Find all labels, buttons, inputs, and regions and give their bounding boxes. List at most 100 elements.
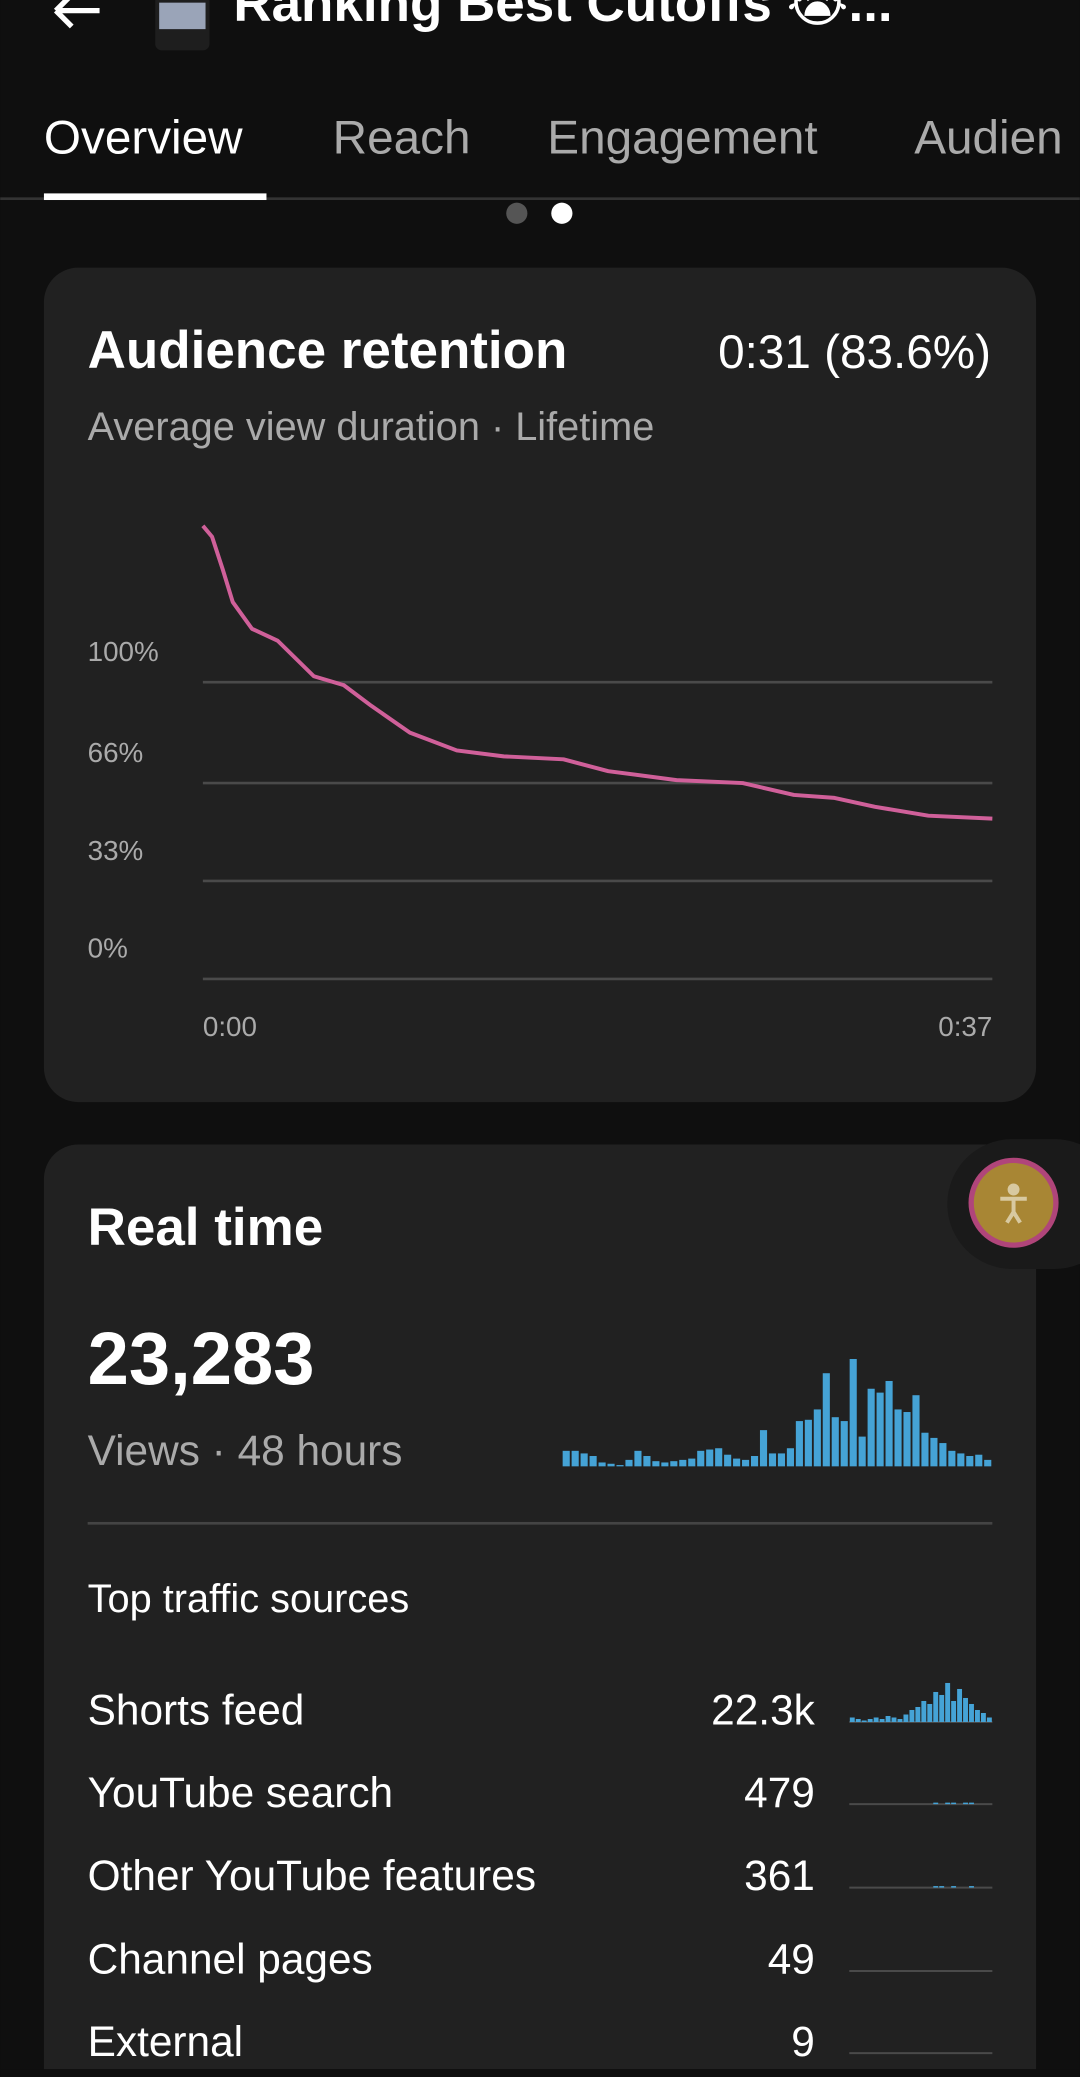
spark-bar bbox=[969, 1802, 974, 1805]
bar bbox=[930, 1437, 938, 1467]
bar bbox=[894, 1409, 902, 1467]
traffic-sources: Shorts feed 22.3k YouTube search 479 Other Y… bbox=[88, 1682, 993, 2065]
bar bbox=[733, 1458, 741, 1467]
bar bbox=[849, 1358, 857, 1467]
x-tick-label: 0:37 bbox=[938, 1011, 992, 1042]
bar bbox=[786, 1448, 794, 1467]
spark-bar bbox=[986, 1717, 992, 1723]
bar bbox=[948, 1450, 956, 1467]
tab[interactable]: Audien bbox=[914, 112, 1062, 165]
bar bbox=[670, 1461, 678, 1467]
spark-bar bbox=[873, 1717, 879, 1723]
retention-chart: 0% 33% 66% 100% 0:00 0:37 bbox=[88, 524, 993, 1042]
source-value: 49 bbox=[768, 1936, 815, 1983]
spark-bar bbox=[975, 1709, 980, 1723]
bar bbox=[813, 1409, 821, 1467]
card-subtitle: Average view duration · Lifetime bbox=[88, 405, 655, 449]
retention-card bbox=[43, 267, 1037, 1103]
bar bbox=[625, 1459, 633, 1467]
bar bbox=[643, 1456, 651, 1467]
bar bbox=[903, 1412, 911, 1467]
bar bbox=[634, 1450, 642, 1467]
source-value: 361 bbox=[744, 1852, 815, 1899]
tab[interactable]: Overview bbox=[44, 112, 243, 165]
bar bbox=[562, 1450, 570, 1467]
source-name[interactable]: Other YouTube features bbox=[88, 1852, 536, 1899]
spark-bar bbox=[951, 1802, 957, 1805]
spark-bar bbox=[879, 1719, 885, 1723]
retention-line bbox=[201, 524, 993, 821]
page-dot[interactable] bbox=[551, 202, 573, 224]
realtime-chart bbox=[562, 1358, 992, 1467]
bottom-edge bbox=[0, 2069, 1080, 2077]
spark-bar bbox=[951, 1886, 957, 1888]
source-name[interactable]: YouTube search bbox=[88, 1769, 393, 1816]
bar bbox=[724, 1454, 732, 1467]
tab[interactable]: Engagement bbox=[547, 112, 817, 165]
spark-bar bbox=[969, 1703, 974, 1723]
spark-bar bbox=[951, 1700, 957, 1723]
divider bbox=[87, 1521, 993, 1525]
spark-bar bbox=[969, 1886, 974, 1888]
bar bbox=[966, 1456, 974, 1467]
bar bbox=[607, 1463, 615, 1467]
bar bbox=[598, 1462, 606, 1467]
bar bbox=[795, 1421, 803, 1467]
spark-bar bbox=[903, 1714, 909, 1723]
spark-bar bbox=[855, 1719, 861, 1723]
bar bbox=[840, 1421, 848, 1467]
spark-bar bbox=[909, 1709, 915, 1723]
bar bbox=[939, 1443, 947, 1467]
bar bbox=[912, 1395, 920, 1467]
accessibility-icon bbox=[1000, 1183, 1027, 1224]
video-title: Ranking Best Cutoffs 😭... bbox=[233, 0, 892, 33]
bar bbox=[804, 1419, 812, 1467]
bar bbox=[715, 1448, 723, 1467]
spark-bar bbox=[915, 1706, 921, 1723]
bar bbox=[885, 1380, 893, 1467]
spark-bar bbox=[933, 1802, 939, 1805]
x-tick-label: 0:00 bbox=[203, 1011, 257, 1042]
section-title: Top traffic sources bbox=[88, 1577, 410, 1621]
bar bbox=[975, 1454, 983, 1467]
bar bbox=[589, 1456, 597, 1467]
bar bbox=[750, 1456, 759, 1467]
spark-bar bbox=[933, 1691, 939, 1723]
bar bbox=[706, 1449, 714, 1467]
bar bbox=[697, 1450, 705, 1467]
thumbnail-image bbox=[159, 2, 206, 30]
tab-indicator bbox=[43, 193, 267, 201]
spark-bar bbox=[939, 1886, 945, 1888]
spark-bar bbox=[867, 1719, 873, 1723]
bar bbox=[661, 1462, 669, 1467]
spark-bar bbox=[921, 1700, 927, 1723]
realtime-card bbox=[43, 1144, 1037, 2077]
bar bbox=[616, 1465, 624, 1467]
y-tick-label: 33% bbox=[88, 835, 144, 866]
tab-divider bbox=[0, 197, 1080, 201]
bar bbox=[921, 1432, 929, 1467]
bar bbox=[867, 1388, 875, 1467]
spark-bar bbox=[957, 1688, 963, 1723]
spark-bar bbox=[963, 1697, 968, 1723]
spark-bar bbox=[963, 1802, 968, 1805]
spark-bar bbox=[849, 1717, 855, 1723]
source-name[interactable]: Channel pages bbox=[88, 1936, 373, 1983]
page-dot[interactable] bbox=[506, 202, 528, 224]
back-button[interactable] bbox=[53, 0, 100, 29]
y-tick-label: 66% bbox=[88, 737, 144, 768]
source-name[interactable]: External bbox=[88, 2018, 243, 2065]
card-title: Audience retention bbox=[88, 321, 568, 380]
spark-bar bbox=[861, 1720, 867, 1723]
tab[interactable]: Reach bbox=[333, 112, 471, 165]
bar bbox=[652, 1461, 660, 1467]
spark-bar bbox=[980, 1712, 986, 1723]
source-value: 9 bbox=[791, 2018, 815, 2065]
y-tick-label: 100% bbox=[88, 636, 159, 667]
spark-bar bbox=[945, 1802, 951, 1805]
bar bbox=[688, 1458, 696, 1467]
spark-bar bbox=[933, 1886, 939, 1888]
source-value: 479 bbox=[744, 1769, 815, 1816]
source-name[interactable]: Shorts feed bbox=[88, 1687, 305, 1734]
retention-value: 0:31 (83.6%) bbox=[718, 326, 991, 379]
